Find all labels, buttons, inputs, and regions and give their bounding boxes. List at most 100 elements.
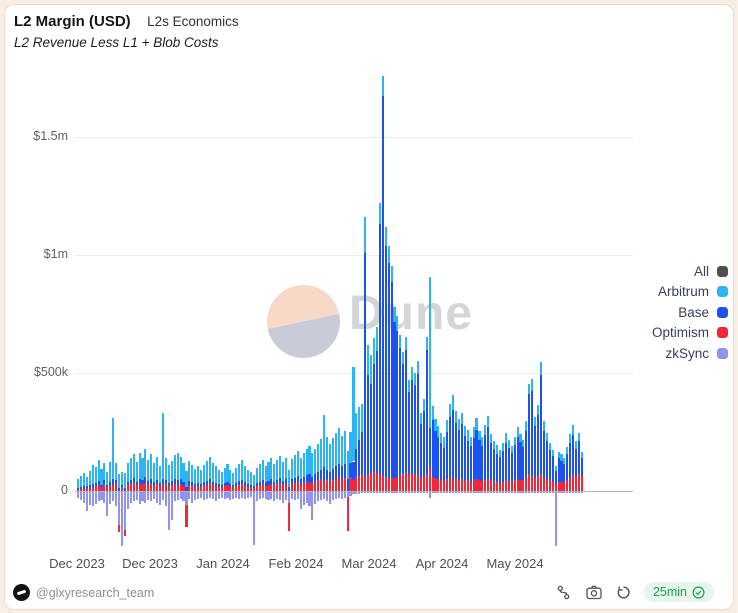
- bar-segment-zksync: [255, 492, 258, 502]
- bar-segment-optimism: [112, 485, 115, 491]
- bar-segment-base: [469, 446, 472, 482]
- bar-segment-zksync: [191, 492, 194, 503]
- bar-segment-zksync: [331, 492, 334, 501]
- camera-icon[interactable]: [584, 582, 604, 602]
- bar-segment-arbitrum: [349, 432, 352, 463]
- bar-segment-optimism: [510, 481, 513, 491]
- bar-segment-optimism: [302, 482, 305, 491]
- bar-segment-base: [200, 484, 203, 488]
- bar-segment-arbitrum: [299, 457, 302, 480]
- bar-segment-base: [578, 440, 581, 474]
- bar-segment-optimism: [396, 476, 399, 491]
- bar-segment-optimism: [299, 483, 302, 491]
- bar-segment-base: [211, 481, 214, 486]
- bar-segment-base: [188, 480, 191, 486]
- bar-segment-arbitrum: [449, 403, 452, 417]
- bar-segment-optimism: [531, 475, 534, 491]
- bar-segment-zksync: [141, 492, 144, 502]
- bar-segment-optimism: [305, 481, 308, 491]
- bar-segment-optimism: [572, 474, 575, 491]
- bar-segment-arbitrum: [252, 475, 255, 486]
- bar-segment-optimism: [91, 487, 94, 491]
- bar-segment-base: [235, 482, 238, 487]
- bar-segment-arbitrum: [364, 217, 367, 253]
- gridline: [75, 255, 633, 256]
- bar-segment-optimism: [232, 487, 235, 491]
- refresh-icon[interactable]: [614, 582, 634, 602]
- bar-segment-optimism: [153, 485, 156, 491]
- bar-segment-arbitrum: [528, 383, 531, 395]
- bar-segment-zksync: [147, 492, 150, 501]
- bar-segment-optimism: [372, 472, 376, 491]
- fork-icon[interactable]: [554, 582, 574, 602]
- bar-segment-base: [103, 480, 106, 484]
- bar-segment-zksync: [135, 492, 138, 501]
- bar-segment-base: [267, 480, 270, 485]
- bar-segment-optimism: [279, 483, 282, 491]
- bar-segment-arbitrum: [478, 430, 481, 441]
- author[interactable]: @glxyresearch_team: [13, 584, 154, 601]
- bar-segment-base: [405, 349, 408, 473]
- bar-segment-arbitrum: [94, 466, 97, 484]
- legend-item-zksync[interactable]: zkSync: [556, 343, 728, 364]
- bar-segment-optimism: [85, 488, 88, 491]
- bar-segment-zksync: [384, 492, 387, 493]
- bar-segment-optimism: [408, 474, 411, 491]
- bar-segment-arbitrum: [132, 454, 135, 478]
- bar-segment-base: [457, 430, 460, 480]
- legend-item-optimism[interactable]: Optimism: [556, 323, 728, 344]
- legend-item-arbitrum[interactable]: Arbitrum: [556, 282, 728, 303]
- bar-segment-arbitrum: [437, 426, 440, 437]
- bar-segment-optimism: [188, 485, 191, 491]
- bar-segment-base: [472, 437, 475, 481]
- bar-segment-base: [566, 454, 569, 481]
- bar-segment-base: [238, 481, 241, 486]
- legend-item-all[interactable]: All: [556, 261, 728, 282]
- gridline: [75, 137, 633, 138]
- bar-segment-optimism: [276, 484, 279, 491]
- bar-segment-optimism: [214, 486, 217, 491]
- bar-segment-zksync: [223, 492, 226, 500]
- bar-segment-zksync: [264, 492, 267, 500]
- bar-segment-optimism: [498, 482, 501, 491]
- bar-segment-optimism: [267, 484, 270, 491]
- bar-segment-optimism: [446, 479, 449, 491]
- bar-segment-zksync: [188, 492, 191, 500]
- bar-segment-arbitrum: [413, 373, 417, 385]
- dune-watermark-text: Dune: [349, 287, 473, 340]
- bar-segment-optimism: [428, 466, 431, 491]
- bar-segment-optimism: [519, 479, 522, 491]
- bar-segment-optimism: [560, 482, 563, 491]
- bar-segment-optimism: [367, 474, 370, 491]
- bar-segment-optimism: [138, 483, 141, 491]
- refresh-status-badge[interactable]: 25min: [643, 582, 714, 602]
- bar-segment-arbitrum: [88, 471, 91, 486]
- bar-segment-zksync: [349, 492, 352, 496]
- bar-segment-base: [112, 479, 115, 486]
- bar-segment-base: [484, 434, 487, 480]
- bar-segment-base: [311, 476, 314, 483]
- bar-segment-arbitrum: [123, 472, 126, 489]
- author-handle[interactable]: @glxyresearch_team: [36, 585, 155, 600]
- bar-segment-optimism: [79, 489, 83, 491]
- bar-segment-optimism: [182, 485, 185, 491]
- bar-segment-arbitrum: [191, 464, 194, 483]
- legend-item-base[interactable]: Base: [556, 302, 728, 323]
- bar-segment-base: [466, 440, 469, 482]
- dashboard-name[interactable]: L2s Economics: [147, 14, 239, 29]
- bar-segment-arbitrum: [293, 455, 296, 478]
- bar-segment-arbitrum: [402, 351, 405, 364]
- bar-segment-base: [226, 481, 229, 486]
- bar-segment-optimism: [422, 476, 425, 491]
- bar-segment-optimism: [460, 478, 463, 491]
- bar-segment-arbitrum: [167, 465, 170, 483]
- bar-segment-base: [320, 469, 323, 480]
- bar-segment-optimism: [311, 482, 314, 491]
- bar-segment-zksync: [323, 492, 326, 500]
- author-avatar[interactable]: [13, 584, 30, 601]
- legend-label: Base: [678, 304, 709, 320]
- bar-segment-arbitrum: [457, 419, 460, 431]
- bar-segment-optimism: [173, 483, 176, 491]
- bar-segment-base: [454, 422, 458, 480]
